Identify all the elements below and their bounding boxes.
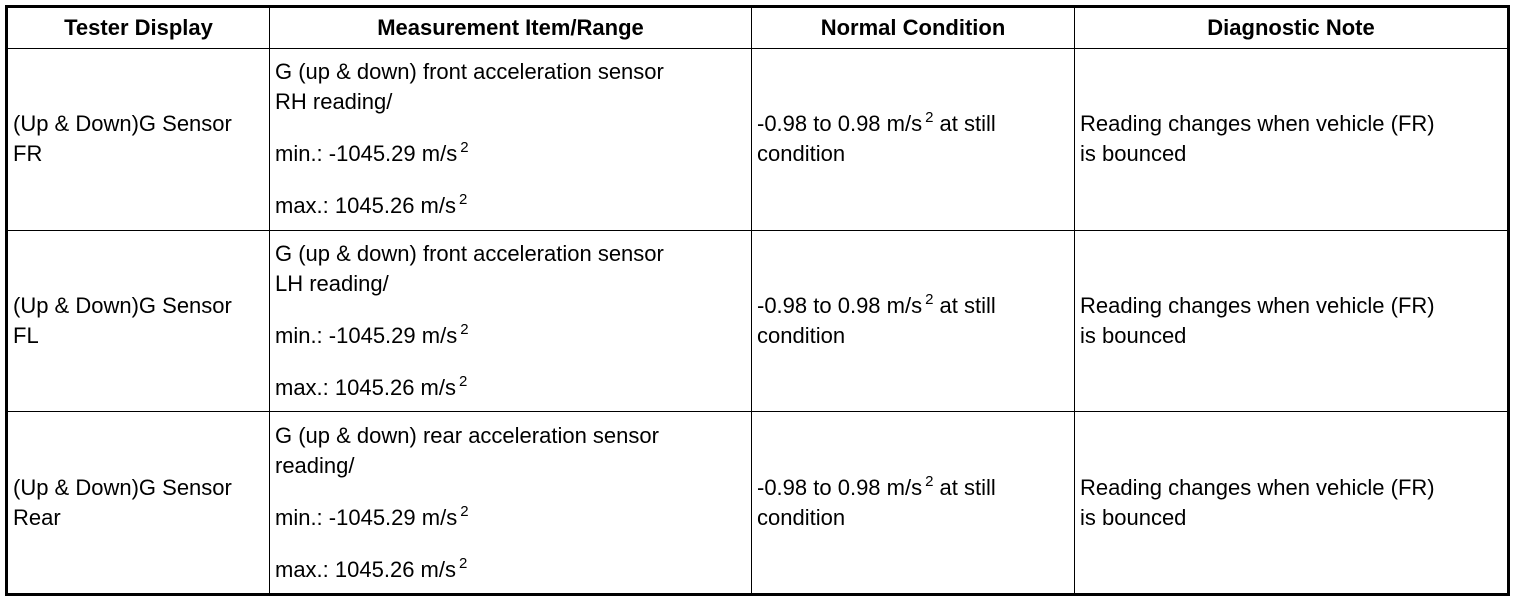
tester-display-line: (Up & Down)G Sensor (13, 111, 232, 137)
normal-line: -0.98 to 0.98 m/s 2 at still (757, 109, 1074, 139)
exponent: 2 (458, 372, 468, 390)
measurement-line: G (up & down) front acceleration sensor (275, 240, 664, 266)
normal-tail: at still (933, 111, 996, 137)
diagnostic-line: is bounced (1080, 141, 1187, 167)
diagnostic-line: Reading changes when vehicle (FR) (1080, 474, 1435, 500)
diagnostic-line: Reading changes when vehicle (FR) (1080, 292, 1435, 318)
table-row: (Up & Down)G Sensor FL G (up & down) fro… (6, 229, 1509, 413)
tester-display-line: (Up & Down)G Sensor (13, 474, 232, 500)
cell-normal-condition: -0.98 to 0.98 m/s 2 at still condition (751, 48, 1075, 231)
measurement-line: RH reading/ (275, 89, 393, 115)
range-min-text: min.: -1045.29 m/s (275, 141, 458, 167)
cell-measurement: G (up & down) front acceleration sensor … (269, 229, 752, 413)
exponent: 2 (458, 554, 468, 572)
normal-line: -0.98 to 0.98 m/s 2 at still (757, 291, 1074, 321)
exponent: 2 (925, 109, 934, 127)
tester-display-line: (Up & Down)G Sensor (13, 292, 232, 318)
measurement-line: G (up & down) rear acceleration sensor (275, 422, 659, 448)
range-max-text: max.: 1045.26 m/s (275, 193, 456, 219)
table-body: (Up & Down)G Sensor FR G (up & down) fro… (6, 48, 1509, 595)
range-max-text: max.: 1045.26 m/s (275, 556, 456, 582)
header-tester-display: Tester Display (6, 6, 270, 49)
exponent: 2 (925, 472, 934, 490)
header-normal-condition: Normal Condition (751, 6, 1075, 49)
range-min: min.: -1045.29 m/s 2 (275, 503, 751, 533)
exponent: 2 (460, 502, 469, 520)
normal-line: -0.98 to 0.98 m/s 2 at still (757, 473, 1074, 503)
measurement-line: LH reading/ (275, 270, 389, 296)
table-row: (Up & Down)G Sensor Rear G (up & down) r… (6, 411, 1509, 595)
normal-line: condition (757, 504, 846, 530)
range-max: max.: 1045.26 m/s 2 (275, 555, 751, 585)
cell-diagnostic-note: Reading changes when vehicle (FR) is bou… (1074, 229, 1509, 413)
cell-measurement: G (up & down) rear acceleration sensor r… (269, 411, 752, 595)
exponent: 2 (460, 139, 469, 157)
exponent: 2 (458, 191, 468, 209)
tester-display-line: FR (13, 141, 43, 167)
normal-value: -0.98 to 0.98 m/s (757, 292, 923, 318)
normal-tail: at still (933, 292, 996, 318)
exponent: 2 (925, 290, 934, 308)
cell-tester-display: (Up & Down)G Sensor FL (6, 229, 270, 413)
table-row: (Up & Down)G Sensor FR G (up & down) fro… (6, 48, 1509, 231)
range-min: min.: -1045.29 m/s 2 (275, 139, 751, 169)
header-measurement-item: Measurement Item/Range (269, 6, 752, 49)
diagnostic-line: is bounced (1080, 322, 1187, 348)
normal-line: condition (757, 141, 846, 167)
cell-normal-condition: -0.98 to 0.98 m/s 2 at still condition (751, 229, 1075, 413)
tester-display-line: Rear (13, 504, 61, 530)
tester-display-line: FL (13, 322, 39, 348)
header-diagnostic-note: Diagnostic Note (1074, 6, 1509, 49)
cell-diagnostic-note: Reading changes when vehicle (FR) is bou… (1074, 411, 1509, 595)
range-max-text: max.: 1045.26 m/s (275, 374, 456, 400)
data-list-table: Tester Display Measurement Item/Range No… (5, 5, 1510, 596)
table-header: Tester Display Measurement Item/Range No… (6, 6, 1509, 49)
range-max: max.: 1045.26 m/s 2 (275, 373, 751, 403)
cell-diagnostic-note: Reading changes when vehicle (FR) is bou… (1074, 48, 1509, 231)
normal-tail: at still (933, 474, 996, 500)
range-max: max.: 1045.26 m/s 2 (275, 191, 751, 221)
measurement-line: reading/ (275, 452, 355, 478)
measurement-line: G (up & down) front acceleration sensor (275, 59, 664, 85)
cell-tester-display: (Up & Down)G Sensor Rear (6, 411, 270, 595)
cell-measurement: G (up & down) front acceleration sensor … (269, 48, 752, 231)
normal-value: -0.98 to 0.98 m/s (757, 474, 923, 500)
cell-normal-condition: -0.98 to 0.98 m/s 2 at still condition (751, 411, 1075, 595)
exponent: 2 (460, 320, 469, 338)
diagnostic-line: Reading changes when vehicle (FR) (1080, 111, 1435, 137)
range-min: min.: -1045.29 m/s 2 (275, 321, 751, 351)
diagnostic-line: is bounced (1080, 504, 1187, 530)
range-min-text: min.: -1045.29 m/s (275, 322, 458, 348)
header-row: Tester Display Measurement Item/Range No… (6, 6, 1509, 49)
cell-tester-display: (Up & Down)G Sensor FR (6, 48, 270, 231)
normal-line: condition (757, 322, 846, 348)
normal-value: -0.98 to 0.98 m/s (757, 111, 923, 137)
range-min-text: min.: -1045.29 m/s (275, 504, 458, 530)
